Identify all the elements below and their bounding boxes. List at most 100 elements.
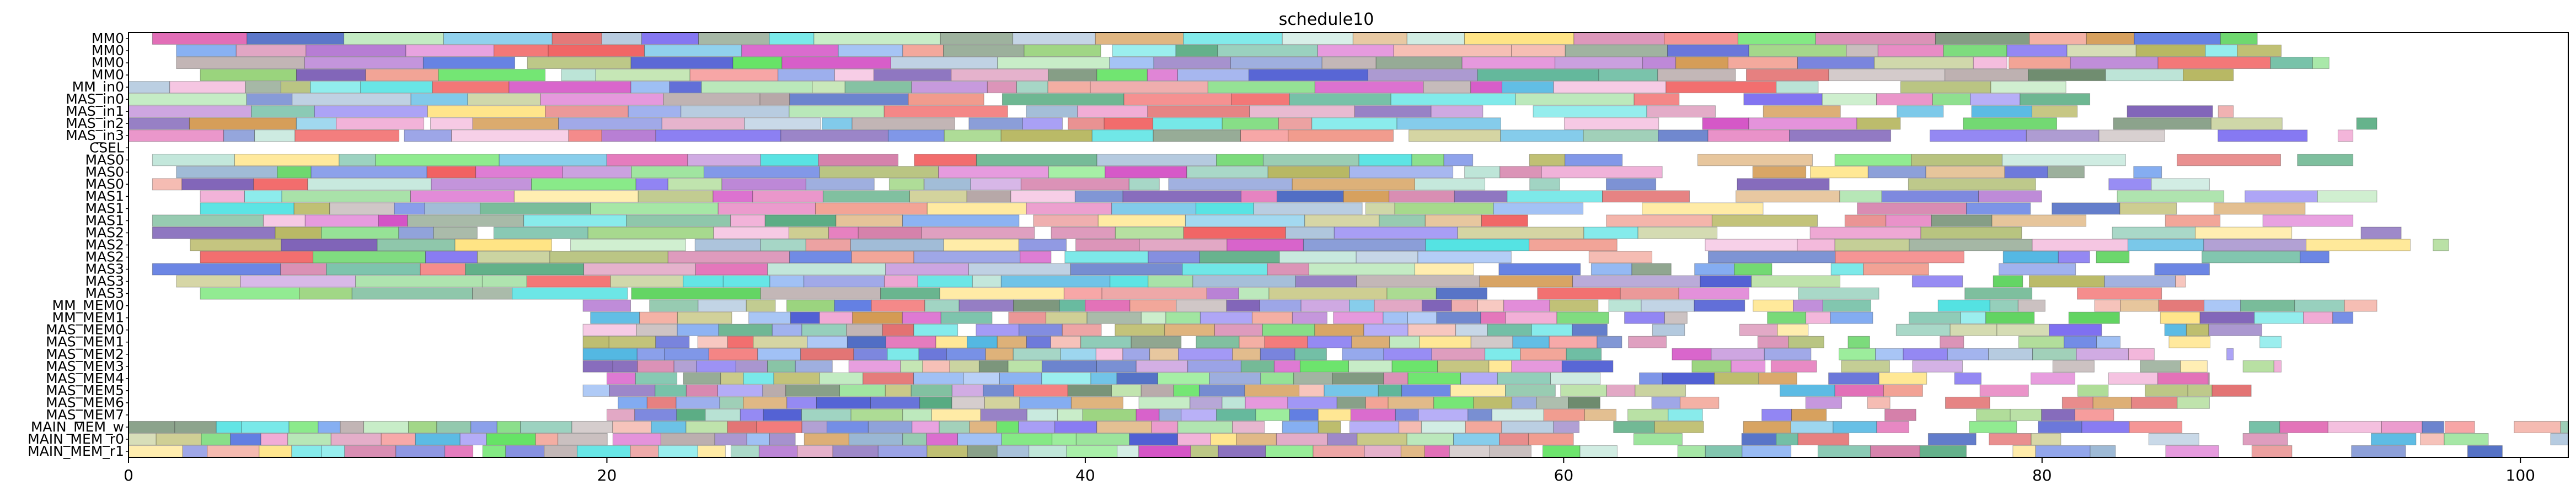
task-bar bbox=[969, 420, 997, 433]
task-bar bbox=[2327, 420, 2382, 433]
task-bar bbox=[1140, 384, 1174, 397]
task-bar bbox=[540, 93, 664, 106]
task-bar bbox=[695, 263, 768, 276]
task-bar bbox=[1641, 299, 1695, 312]
task-bar bbox=[1104, 117, 1154, 130]
task-bar bbox=[713, 190, 753, 203]
task-bar bbox=[1903, 348, 1948, 360]
task-bar bbox=[967, 445, 998, 457]
task-bar bbox=[1909, 239, 2033, 251]
task-bar bbox=[1033, 214, 1099, 227]
task-bar bbox=[408, 420, 437, 433]
task-bar bbox=[1260, 348, 1295, 360]
task-bar bbox=[815, 202, 928, 215]
task-bar bbox=[494, 45, 549, 57]
task-bar bbox=[1186, 166, 1268, 179]
task-bar bbox=[935, 336, 968, 348]
task-bar bbox=[1096, 69, 1148, 82]
task-bar bbox=[200, 251, 314, 263]
task-bar bbox=[2208, 372, 2210, 385]
task-bar bbox=[1549, 299, 1599, 312]
task-bar bbox=[1415, 263, 1474, 276]
task-bar bbox=[2444, 420, 2475, 433]
task-bar bbox=[1240, 190, 1277, 203]
task-bar bbox=[2094, 299, 2121, 312]
task-bar bbox=[2351, 445, 2406, 457]
task-bar bbox=[639, 311, 678, 324]
task-bar bbox=[1122, 190, 1241, 203]
task-bar bbox=[1479, 275, 1573, 288]
task-bar bbox=[1199, 311, 1252, 324]
task-bar bbox=[527, 57, 631, 69]
task-bar bbox=[531, 178, 636, 191]
task-bar bbox=[433, 227, 478, 239]
task-bar bbox=[1844, 214, 1887, 227]
task-bar bbox=[732, 57, 783, 69]
task-bar bbox=[2127, 105, 2213, 118]
task-bar bbox=[377, 239, 456, 251]
task-bar bbox=[874, 69, 952, 82]
task-bar bbox=[839, 384, 886, 397]
task-bar bbox=[677, 311, 732, 324]
task-bar bbox=[984, 396, 1020, 409]
task-bar bbox=[2240, 299, 2295, 312]
task-bar bbox=[582, 348, 638, 360]
task-bar bbox=[1806, 311, 1831, 324]
task-bar bbox=[244, 190, 282, 203]
task-bar bbox=[760, 287, 881, 300]
task-bar bbox=[292, 93, 411, 106]
task-bar bbox=[2175, 275, 2186, 288]
task-bar bbox=[1500, 130, 1584, 142]
task-bar bbox=[713, 227, 790, 239]
row-label: MAS3 bbox=[85, 285, 124, 301]
task-bar bbox=[1063, 287, 1102, 300]
task-bar bbox=[1018, 239, 1067, 251]
row-label: MAS_MEM1 bbox=[46, 334, 124, 350]
task-bar bbox=[318, 420, 341, 433]
task-bar bbox=[1748, 117, 1857, 130]
row-label: MAS2 bbox=[85, 249, 124, 265]
task-bar bbox=[1505, 384, 1556, 397]
task-bar bbox=[1407, 372, 1461, 385]
task-bar bbox=[1568, 396, 1600, 409]
task-bar bbox=[2066, 45, 2136, 57]
task-bar bbox=[375, 154, 500, 166]
task-bar bbox=[1512, 396, 1537, 409]
task-bar bbox=[1991, 214, 2087, 227]
task-bar bbox=[422, 57, 516, 69]
task-bar bbox=[1828, 372, 1879, 385]
task-bar bbox=[1627, 408, 1669, 421]
task-bar bbox=[924, 178, 971, 191]
row-label: MAS1 bbox=[85, 188, 124, 204]
task-bar bbox=[128, 445, 183, 457]
task-bar bbox=[1613, 420, 1655, 433]
task-bar bbox=[634, 408, 677, 421]
task-bar bbox=[1989, 299, 2018, 312]
task-bar bbox=[299, 287, 352, 300]
task-bar bbox=[1491, 408, 1544, 421]
task-bar bbox=[1048, 166, 1106, 179]
task-bar bbox=[1780, 384, 1835, 397]
task-bar bbox=[2165, 214, 2221, 227]
task-bar bbox=[1932, 93, 1971, 106]
task-bar bbox=[2202, 251, 2301, 263]
task-bar bbox=[1231, 93, 1290, 106]
task-bar bbox=[571, 420, 613, 433]
task-bar bbox=[717, 202, 816, 215]
task-bar bbox=[801, 420, 828, 433]
task-bar bbox=[1164, 324, 1215, 336]
row-label: MAS_MEM7 bbox=[46, 407, 124, 423]
task-bar bbox=[1085, 299, 1131, 312]
row-label: MAS_in0 bbox=[66, 91, 124, 107]
task-bar bbox=[1637, 227, 1718, 239]
task-bar bbox=[1895, 324, 1951, 336]
task-bar bbox=[1183, 33, 1283, 45]
task-bar bbox=[545, 105, 629, 118]
task-bar bbox=[1707, 130, 1790, 142]
task-bar bbox=[1153, 57, 1231, 69]
task-bar bbox=[1190, 396, 1223, 409]
task-bar bbox=[926, 433, 958, 445]
task-bar bbox=[689, 69, 779, 82]
task-bar bbox=[790, 311, 820, 324]
task-bar bbox=[2208, 324, 2263, 336]
